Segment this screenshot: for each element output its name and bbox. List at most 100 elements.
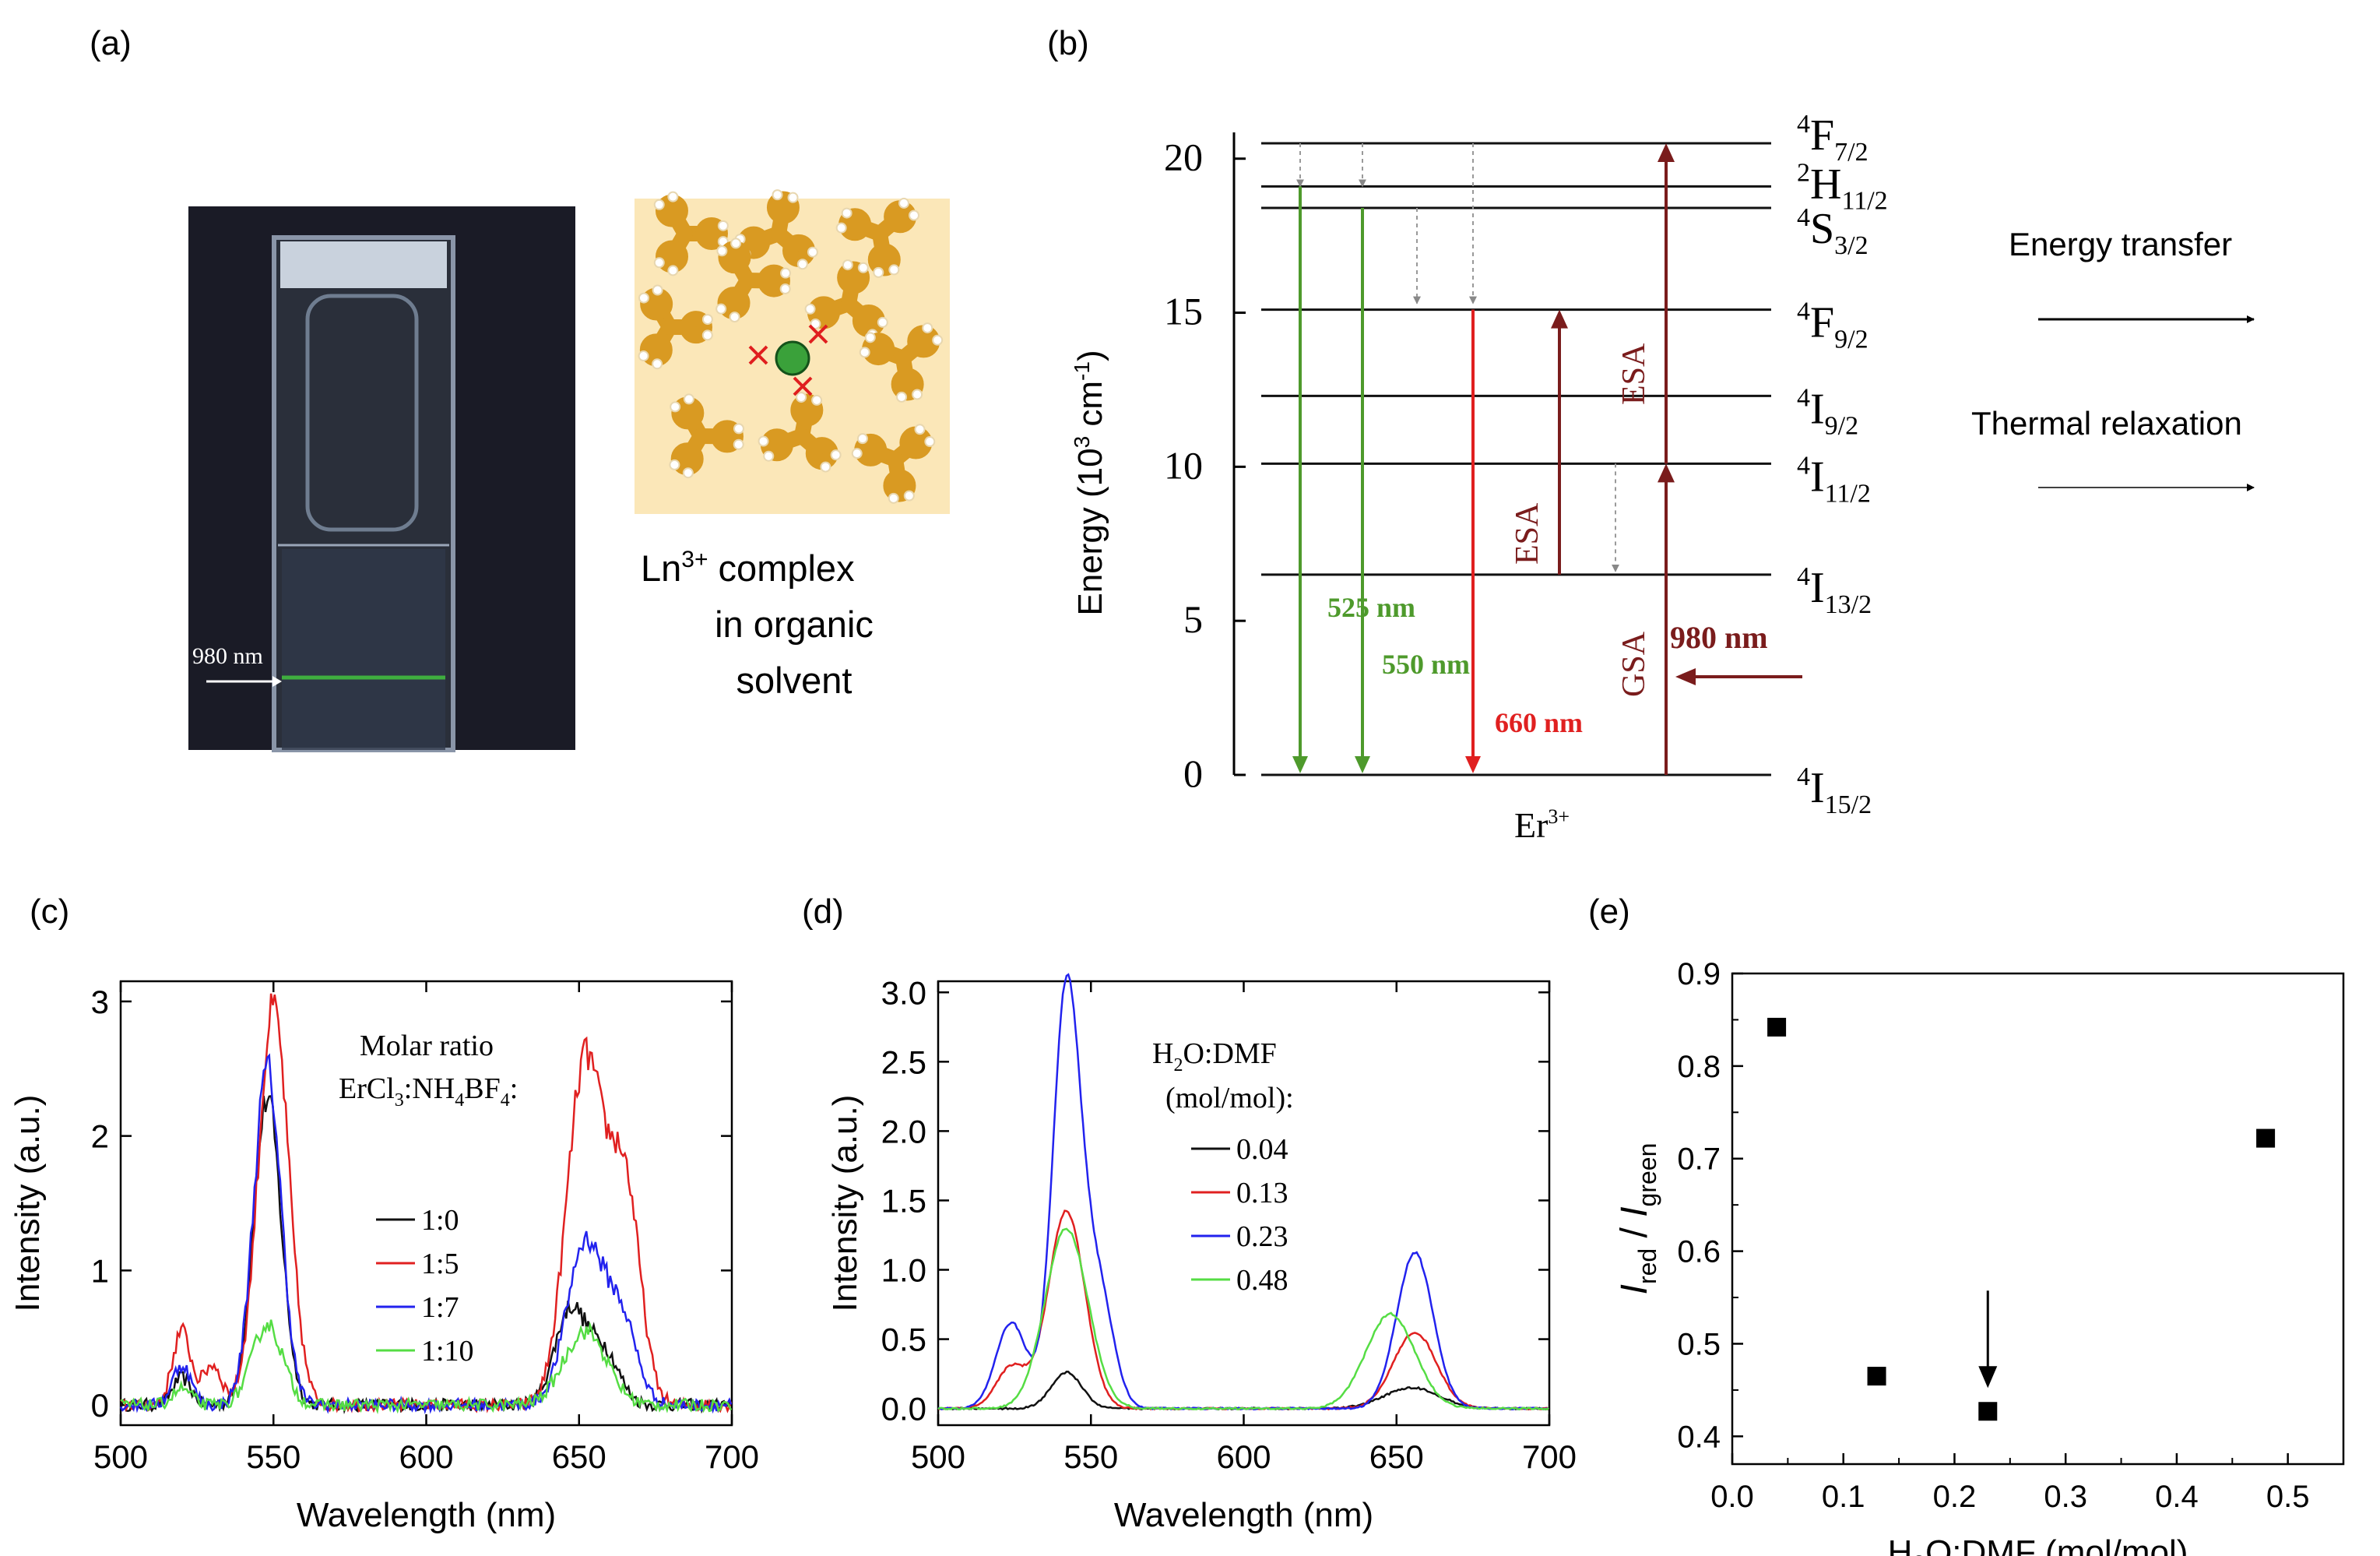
energy-level-label: 4I15/2	[1797, 762, 1872, 819]
x-tick-label: 0.5	[2266, 1480, 2310, 1514]
x-tick-label: 0.0	[1710, 1480, 1754, 1514]
gsa-label: GSA	[1616, 631, 1652, 697]
y-tick-label: 3	[91, 984, 109, 1020]
emission-label-525: 525 nm	[1327, 592, 1415, 623]
ion-dot	[775, 340, 810, 376]
y-tick-label: 2	[91, 1118, 109, 1155]
emission-arrowhead	[1465, 756, 1481, 773]
data-point	[1867, 1367, 1886, 1386]
data-point	[1978, 1402, 1998, 1421]
panel-e-label: (e)	[1588, 892, 1630, 931]
y-tick-label: 0.8	[1677, 1050, 1721, 1084]
energy-level-label: 4F7/2	[1797, 110, 1868, 167]
energy-axis-label: Energy (103 cm-1)	[1070, 350, 1109, 615]
legend-title-formula: ErCl3:NH4BF4:	[339, 1072, 518, 1111]
legend-label: 1:0	[421, 1204, 459, 1237]
x-tick-label: 550	[246, 1438, 301, 1475]
energy-level-label: 4I9/2	[1797, 383, 1858, 440]
legend-label: 0.48	[1236, 1264, 1288, 1297]
x-tick-label: 0.2	[1933, 1480, 1977, 1514]
absorption-arrowhead	[1658, 143, 1675, 162]
energy-level-diagram: 0 5 10 15 20 Energy (103 cm-1) 4F7/22H11/24S3/…	[1070, 110, 2255, 845]
x-tick-label: 700	[1522, 1438, 1577, 1475]
ion-label: Er3+	[1514, 805, 1570, 845]
y-tick-label: 2.5	[881, 1044, 926, 1080]
energy-level-label: 2H11/2	[1797, 158, 1888, 215]
x-tick-label: 500	[911, 1438, 965, 1475]
cuvette-photo: 980 nm	[188, 206, 575, 752]
energy-tick-label: 10	[1164, 443, 1203, 487]
legend-label: 1:10	[421, 1335, 474, 1368]
y-tick-label: 1.5	[881, 1182, 926, 1219]
energy-level-label: 4I13/2	[1797, 562, 1872, 619]
emission-arrowhead	[1292, 756, 1308, 773]
legend-label: 0.13	[1236, 1177, 1288, 1209]
spectrum-chart-c: 500 550 600 650 700 0 1 2 3 Wavelength (nm) Intens…	[9, 980, 759, 1534]
energy-level-label: 4S3/2	[1797, 203, 1868, 260]
y-tick-label: 0.9	[1677, 957, 1721, 991]
x-tick-label: 0.3	[2044, 1480, 2087, 1514]
pump-label: 980 nm	[1670, 620, 1768, 655]
schematic-caption-line1: Ln3+ complex	[641, 547, 855, 589]
y-tick-label: 0.5	[1677, 1327, 1721, 1361]
legend-thermal-relaxation-label: Thermal relaxation	[1971, 405, 2242, 442]
x-tick-label: 500	[93, 1438, 148, 1475]
x-tick-label: 650	[552, 1438, 606, 1475]
data-point	[2256, 1128, 2276, 1148]
energy-tick-label: 5	[1183, 597, 1203, 641]
x-axis-label: H2O:DMF (mol/mol)	[1888, 1533, 2188, 1556]
photo-980nm-label: 980 nm	[192, 643, 263, 669]
series-line-1-10	[120, 1319, 733, 1415]
emission-label-550: 550 nm	[1382, 649, 1470, 680]
y-tick-label: 0	[91, 1387, 109, 1424]
emission-label-660: 660 nm	[1495, 707, 1583, 738]
y-axis-label: Ired / Igreen	[1614, 1143, 1661, 1295]
absorption-arrowhead	[1658, 463, 1675, 483]
highlight-arrowhead	[1978, 1366, 1998, 1389]
y-tick-label: 0.7	[1677, 1142, 1721, 1177]
legend-title-formula: H2O:DMF	[1152, 1037, 1277, 1075]
esa-label-2: ESA	[1616, 343, 1652, 405]
ratio-chart-e: 0.0 0.1 0.2 0.3 0.4 0.5 0.4 0.5 0.6 0.7 0.8 0.9 H2O:…	[1614, 957, 2345, 1556]
y-tick-label: 2.0	[881, 1113, 926, 1149]
x-axis-label: Wavelength (nm)	[1114, 1496, 1373, 1534]
y-tick-label: 0.4	[1677, 1420, 1721, 1454]
series-line-0-48	[937, 1227, 1549, 1411]
y-tick-label: 1.0	[881, 1252, 926, 1289]
schematic-caption-line3: solvent	[736, 660, 853, 701]
legend-energy-transfer-label: Energy transfer	[2009, 226, 2232, 262]
x-tick-label: 700	[705, 1438, 759, 1475]
panel-a-label: (a)	[90, 24, 132, 62]
x-tick-label: 550	[1063, 1438, 1118, 1475]
x-tick-label: 600	[1216, 1438, 1271, 1475]
energy-tick-label: 0	[1183, 752, 1203, 795]
spectrum-chart-d: 500 550 600 650 700 0.0 0.5 1.0 1.5 2.0 2.5 3.0 Wave…	[826, 973, 1577, 1534]
y-axis-label: Intensity (a.u.)	[826, 1095, 864, 1312]
absorption-arrowhead	[1551, 309, 1568, 329]
legend-label: 1:5	[421, 1248, 459, 1280]
legend-label: 0.23	[1236, 1220, 1288, 1253]
y-tick-label: 0.5	[881, 1322, 926, 1358]
y-tick-label: 0.0	[881, 1391, 926, 1428]
esa-label-1: ESA	[1510, 502, 1545, 565]
x-tick-label: 650	[1369, 1438, 1424, 1475]
x-tick-label: 0.1	[1822, 1480, 1865, 1514]
emission-arrowhead	[1355, 756, 1370, 773]
energy-level-label: 4F9/2	[1797, 297, 1868, 354]
x-tick-label: 600	[399, 1438, 453, 1475]
panel-c-label: (c)	[30, 892, 69, 931]
complex-schematic: Ln3+ complex in organic solvent	[635, 189, 950, 701]
legend-label: 0.04	[1236, 1133, 1288, 1166]
legend-title: (mol/mol):	[1165, 1082, 1294, 1114]
data-point	[1767, 1017, 1787, 1037]
series-line-0-04	[937, 1371, 1549, 1411]
energy-tick-label: 20	[1164, 136, 1203, 179]
y-tick-label: 3.0	[881, 974, 926, 1011]
schematic-caption-line2: in organic	[715, 604, 874, 645]
x-axis-label: Wavelength (nm)	[297, 1496, 556, 1534]
panel-d-label: (d)	[802, 892, 844, 931]
y-axis-label: Intensity (a.u.)	[9, 1095, 47, 1312]
panel-b-label: (b)	[1047, 24, 1089, 62]
energy-level-label: 4I11/2	[1797, 451, 1871, 508]
